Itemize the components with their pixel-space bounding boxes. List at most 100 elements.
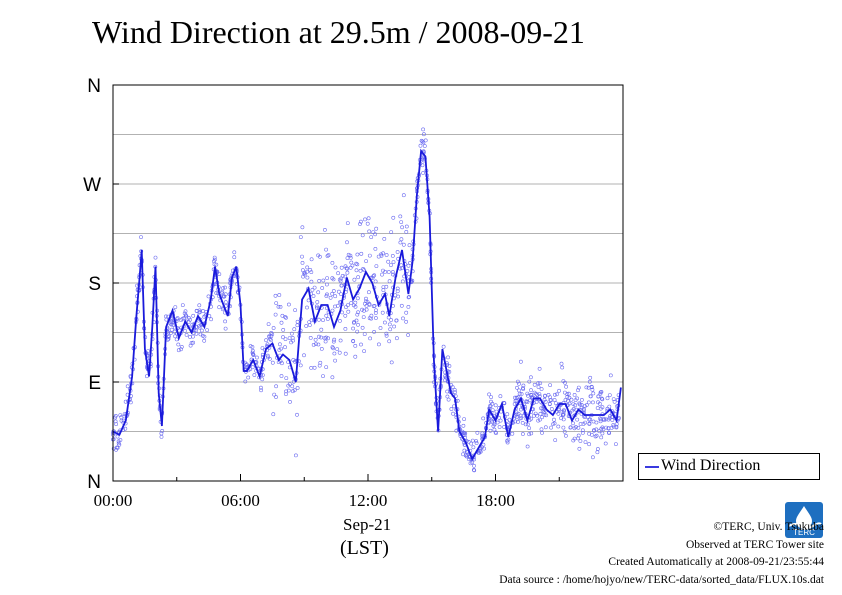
scatter-point: [183, 313, 188, 318]
scatter-point: [542, 397, 547, 402]
scatter-points: [111, 127, 621, 473]
scatter-point: [376, 254, 381, 259]
scatter-point: [345, 270, 350, 275]
scatter-point: [540, 415, 545, 420]
scatter-point: [305, 265, 310, 270]
scatter-point: [339, 283, 344, 288]
scatter-point: [370, 276, 375, 280]
scatter-point: [265, 342, 270, 347]
scatter-point: [559, 361, 564, 366]
scatter-point: [553, 438, 558, 443]
scatter-point: [217, 305, 222, 310]
scatter-point: [361, 315, 366, 320]
scatter-point: [281, 327, 286, 332]
scatter-point: [264, 338, 269, 343]
scatter-point: [345, 221, 350, 226]
scatter-point: [290, 384, 295, 389]
scatter-point: [488, 428, 493, 433]
scatter-point: [565, 394, 570, 399]
scatter-point: [580, 397, 584, 402]
scatter-point: [596, 447, 600, 451]
scatter-point: [394, 318, 399, 323]
scatter-point: [159, 431, 164, 436]
scatter-point: [463, 431, 468, 436]
scatter-point: [330, 375, 335, 380]
scatter-point: [576, 388, 580, 393]
scatter-point: [614, 422, 619, 427]
scatter-point: [492, 422, 497, 427]
scatter-point: [186, 319, 191, 324]
scatter-point: [607, 404, 612, 409]
scatter-point: [223, 292, 228, 297]
scatter-point: [404, 229, 409, 234]
scatter-point: [520, 420, 525, 425]
scatter-point: [353, 300, 358, 305]
scatter-point: [601, 427, 606, 432]
scatter-point: [244, 362, 249, 367]
scatter-point: [166, 334, 171, 339]
scatter-point: [587, 417, 592, 422]
scatter-point: [314, 306, 319, 310]
scatter-point: [404, 224, 409, 229]
scatter-point: [289, 331, 294, 336]
scatter-point: [339, 292, 343, 297]
scatter-point: [538, 381, 543, 386]
scatter-point: [566, 398, 570, 403]
scatter-point: [119, 415, 124, 420]
scatter-point: [331, 339, 336, 344]
scatter-point: [259, 388, 264, 393]
scatter-point: [273, 293, 278, 298]
scatter-point: [300, 254, 304, 259]
scatter-point: [176, 342, 181, 347]
scatter-point: [340, 273, 345, 278]
scatter-point: [600, 431, 605, 436]
scatter-point: [343, 351, 348, 356]
scatter-point: [387, 322, 392, 327]
scatter-point: [604, 417, 608, 422]
scatter-point: [583, 440, 588, 445]
scatter-point: [125, 384, 130, 389]
scatter-point: [594, 420, 599, 425]
scatter-point: [356, 322, 360, 327]
scatter-point: [423, 138, 428, 143]
scatter-point: [301, 274, 306, 279]
scatter-point: [343, 326, 348, 331]
scatter-point: [313, 337, 318, 342]
scatter-point: [304, 324, 309, 328]
scatter-point: [517, 391, 522, 396]
scatter-point: [521, 386, 525, 391]
legend-label: Wind Direction: [661, 457, 761, 474]
scatter-point: [538, 411, 543, 416]
scatter-point: [497, 425, 502, 429]
scatter-point: [571, 407, 576, 411]
scatter-point: [361, 266, 366, 271]
scatter-point: [536, 385, 541, 389]
scatter-point: [611, 423, 616, 427]
scatter-point: [597, 429, 602, 434]
scatter-point: [580, 428, 585, 433]
scatter-point: [401, 242, 406, 247]
scatter-point: [164, 314, 168, 319]
scatter-point: [540, 406, 545, 411]
scatter-point: [608, 373, 613, 378]
scatter-point: [576, 385, 581, 390]
scatter-point: [578, 402, 582, 407]
scatter-point: [471, 467, 476, 472]
scatter-point: [221, 286, 226, 291]
scatter-point: [384, 331, 389, 336]
scatter-point: [358, 222, 362, 226]
scatter-point: [188, 335, 192, 339]
scatter-point: [286, 383, 291, 388]
scatter-point: [330, 276, 335, 281]
scatter-point: [243, 379, 248, 384]
scatter-point: [284, 376, 289, 381]
scatter-point: [351, 326, 356, 331]
scatter-point: [251, 352, 256, 357]
scatter-point: [498, 418, 503, 423]
scatter-point: [364, 259, 369, 264]
scatter-point: [474, 441, 479, 445]
scatter-point: [322, 336, 327, 341]
scatter-point: [449, 407, 454, 411]
scatter-point: [584, 403, 589, 407]
scatter-point: [250, 365, 255, 370]
